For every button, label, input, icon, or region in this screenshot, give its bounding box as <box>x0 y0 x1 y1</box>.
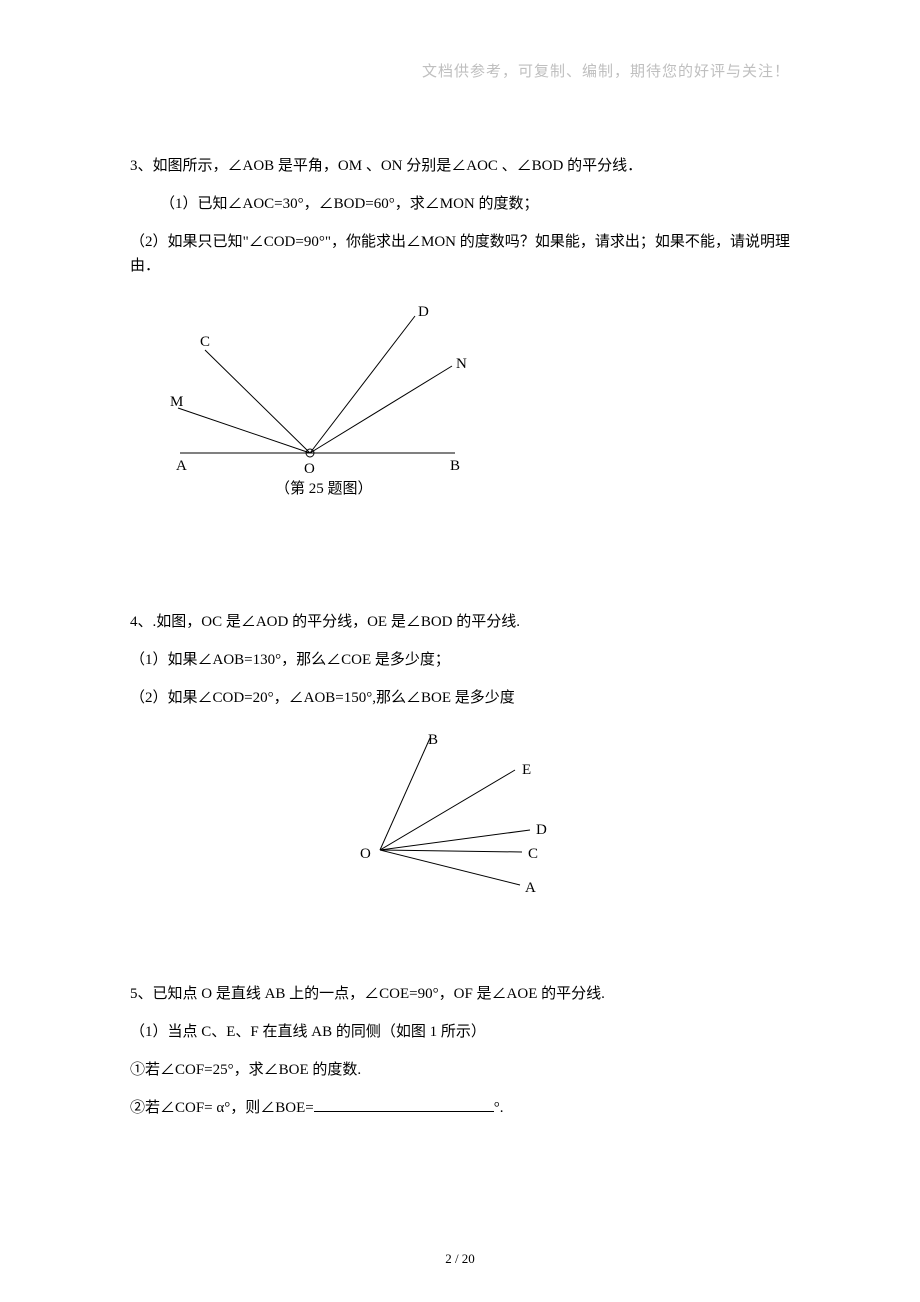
ray-oc <box>380 850 522 852</box>
label-a4: A <box>525 880 536 896</box>
q5-part1: （1）当点 C、E、F 在直线 AB 的同侧（如图 1 所示） <box>130 1020 790 1044</box>
label-c: C <box>200 334 210 350</box>
label-e4: E <box>522 762 531 778</box>
q4-svg: O B E D C A <box>350 730 570 900</box>
label-d4: D <box>536 822 547 838</box>
label-o4: O <box>360 846 371 862</box>
label-o: O <box>304 461 315 477</box>
q5-sub2: ②若∠COF= α°，则∠BOE= °. <box>130 1096 790 1120</box>
ray-od <box>310 316 415 453</box>
label-n: N <box>456 356 467 372</box>
q3-caption: （第 25 题图） <box>275 479 373 497</box>
blank-fill[interactable] <box>314 1096 494 1112</box>
ray-ob <box>380 738 430 850</box>
label-a: A <box>176 458 187 474</box>
ray-oa <box>380 850 520 885</box>
header-note: 文档供参考，可复制、编制，期待您的好评与关注！ <box>130 60 790 84</box>
label-d: D <box>418 304 429 320</box>
ray-od <box>380 830 530 850</box>
ray-om <box>178 408 310 453</box>
label-m: M <box>170 394 183 410</box>
q4-stem: 4、.如图，OC 是∠AOD 的平分线，OE 是∠BOD 的平分线. <box>130 610 790 634</box>
ray-oc <box>205 350 310 453</box>
q3-figure: A B O M C D N （第 25 题图） <box>160 298 790 506</box>
label-c4: C <box>528 846 538 862</box>
spacer-1 <box>130 536 790 596</box>
spacer-2 <box>130 938 790 968</box>
page-footer: 2 / 20 <box>0 1249 920 1270</box>
q5-sub1: ①若∠COF=25°，求∠BOE 的度数. <box>130 1058 790 1082</box>
q3-svg: A B O M C D N （第 25 题图） <box>160 298 480 498</box>
q4-figure: O B E D C A <box>130 730 790 908</box>
ray-on <box>310 366 452 453</box>
q3-stem: 3、如图所示，∠AOB 是平角，OM 、ON 分别是∠AOC 、∠BOD 的平分… <box>130 154 790 178</box>
ray-oe <box>380 770 515 850</box>
q5-sub2-suffix: °. <box>494 1100 504 1116</box>
q3-part1: （1）已知∠AOC=30°，∠BOD=60°，求∠MON 的度数； <box>130 192 790 216</box>
q4-part1: （1）如果∠AOB=130°，那么∠COE 是多少度； <box>130 648 790 672</box>
q3-part2: （2）如果只已知"∠COD=90°"，你能求出∠MON 的度数吗？如果能，请求出… <box>130 230 790 278</box>
q5-stem: 5、已知点 O 是直线 AB 上的一点，∠COE=90°，OF 是∠AOE 的平… <box>130 982 790 1006</box>
label-b: B <box>450 458 460 474</box>
label-b4: B <box>428 732 438 748</box>
q5-sub2-prefix: ②若∠COF= α°，则∠BOE= <box>130 1100 314 1116</box>
page-container: 文档供参考，可复制、编制，期待您的好评与关注！ 3、如图所示，∠AOB 是平角，… <box>0 0 920 1302</box>
q4-part2: （2）如果∠COD=20°，∠AOB=150°,那么∠BOE 是多少度 <box>130 686 790 710</box>
